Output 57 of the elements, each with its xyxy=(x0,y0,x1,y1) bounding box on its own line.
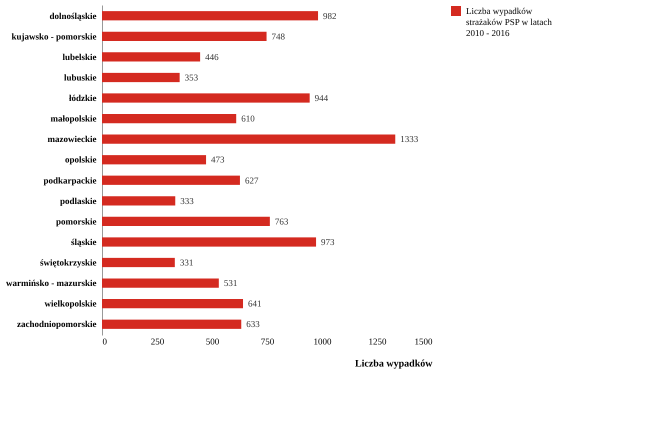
x-tick-label: 0 xyxy=(102,336,108,346)
data-label: 627 xyxy=(244,175,259,186)
y-tick-label: śląskie xyxy=(70,236,96,247)
y-tick-label: kujawsko - pomorskie xyxy=(11,31,96,42)
bar xyxy=(102,216,270,226)
bar xyxy=(102,299,244,308)
data-label: 333 xyxy=(180,196,194,206)
x-axis-title: Liczba wypadków xyxy=(354,358,434,370)
data-label: 633 xyxy=(246,319,260,330)
y-tick-label: podlaskie xyxy=(60,196,97,206)
data-label: 446 xyxy=(205,52,220,62)
bar xyxy=(102,93,310,103)
data-label: 610 xyxy=(241,114,256,124)
data-label: 641 xyxy=(248,298,262,309)
bar xyxy=(102,258,175,268)
data-label: 973 xyxy=(321,236,336,247)
x-tick-label: 1500 xyxy=(414,336,433,346)
data-label: 473 xyxy=(211,154,226,165)
y-tick-label: wielkopolskie xyxy=(44,298,96,309)
y-tick-label: mazowieckie xyxy=(48,134,96,144)
bar xyxy=(102,320,242,329)
bar xyxy=(102,237,316,247)
y-tick-label: łódzkie xyxy=(68,93,96,104)
bar xyxy=(102,72,180,82)
y-tick-label: pomorskie xyxy=(56,216,97,226)
bar xyxy=(102,134,396,144)
data-label: 1333 xyxy=(400,134,419,144)
bar xyxy=(102,11,318,20)
bar xyxy=(102,52,200,62)
bar xyxy=(102,155,206,164)
bar xyxy=(102,196,176,206)
data-label: 748 xyxy=(272,31,286,42)
bar xyxy=(102,32,267,41)
data-label: 944 xyxy=(314,93,329,104)
x-tick-label: 1000 xyxy=(314,336,332,346)
y-tick-label: świętokrzyskie xyxy=(40,258,96,268)
data-label: 982 xyxy=(323,10,337,21)
data-label: 531 xyxy=(224,278,238,288)
data-label: 763 xyxy=(274,216,289,226)
bar xyxy=(102,114,236,124)
y-tick-label: opolskie xyxy=(64,154,96,165)
bar xyxy=(102,278,219,288)
bar xyxy=(102,176,240,185)
y-tick-label: lubelskie xyxy=(62,52,96,62)
data-label: 353 xyxy=(184,72,199,82)
y-tick-label: zachodniopomorskie xyxy=(16,319,96,330)
x-tick-label: 1250 xyxy=(368,336,387,346)
x-tick-label: 750 xyxy=(260,336,275,346)
y-tick-label: dolnośląskie xyxy=(49,10,96,21)
data-label: 331 xyxy=(180,258,194,268)
x-tick-label: 500 xyxy=(206,336,220,346)
y-tick-label: warmińsko - mazurskie xyxy=(6,278,96,288)
y-tick-label: lubuskie xyxy=(64,72,96,82)
legend-label: Liczba wypadków strażaków PSP w latach 2010 - 2016 xyxy=(466,6,552,38)
y-tick-label: podkarpackie xyxy=(43,175,96,186)
y-tick-label: małopolskie xyxy=(50,114,96,124)
x-tick-label: 250 xyxy=(150,336,165,346)
